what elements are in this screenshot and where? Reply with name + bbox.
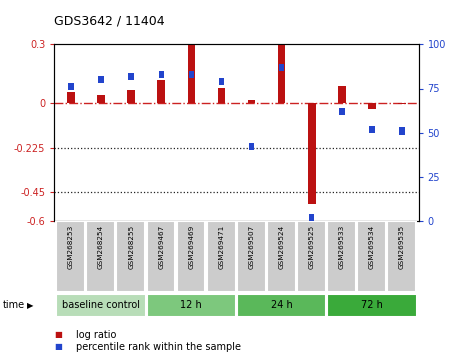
Bar	[116, 221, 145, 292]
Text: 12 h: 12 h	[181, 300, 202, 310]
Bar	[387, 221, 416, 292]
Bar	[158, 71, 164, 78]
Bar	[56, 294, 146, 317]
Text: GSM269534: GSM269534	[369, 225, 375, 269]
Text: 24 h: 24 h	[271, 300, 292, 310]
Bar	[237, 221, 266, 292]
Bar	[297, 221, 326, 292]
Text: GSM269467: GSM269467	[158, 225, 164, 269]
Bar	[207, 221, 236, 292]
Bar	[219, 78, 224, 85]
Bar	[218, 87, 225, 103]
Bar	[357, 221, 386, 292]
Text: GSM268255: GSM268255	[128, 225, 134, 269]
Bar	[308, 103, 315, 204]
Bar	[158, 80, 165, 103]
Text: GSM268253: GSM268253	[68, 225, 74, 269]
Text: GSM269471: GSM269471	[219, 225, 225, 269]
Bar	[237, 294, 326, 317]
Text: 72 h: 72 h	[361, 300, 383, 310]
Bar	[309, 214, 315, 221]
Text: ■: ■	[54, 330, 62, 339]
Bar	[129, 73, 134, 80]
Bar	[248, 100, 255, 103]
Text: GSM269535: GSM269535	[399, 225, 405, 269]
Bar	[189, 71, 194, 78]
Bar	[176, 221, 205, 292]
Bar	[267, 221, 296, 292]
Bar	[147, 294, 236, 317]
Text: log ratio: log ratio	[76, 330, 116, 339]
Bar	[327, 221, 356, 292]
Text: baseline control: baseline control	[62, 300, 140, 310]
Text: percentile rank within the sample: percentile rank within the sample	[76, 342, 241, 352]
Bar	[338, 86, 346, 103]
Text: GSM269524: GSM269524	[279, 225, 285, 269]
Bar	[98, 76, 104, 83]
Bar	[399, 127, 405, 135]
Text: GSM269525: GSM269525	[309, 225, 315, 269]
Bar	[86, 221, 115, 292]
Bar	[249, 143, 254, 150]
Bar	[147, 221, 175, 292]
Bar	[369, 126, 375, 133]
Bar	[188, 45, 195, 103]
Text: GSM268254: GSM268254	[98, 225, 104, 269]
Bar	[68, 83, 74, 90]
Text: GSM269469: GSM269469	[188, 225, 194, 269]
Bar	[97, 95, 105, 103]
Text: time: time	[2, 300, 25, 310]
Bar	[67, 92, 75, 103]
Text: GDS3642 / 11404: GDS3642 / 11404	[54, 14, 165, 27]
Text: GSM269533: GSM269533	[339, 225, 345, 269]
Text: ▶: ▶	[27, 301, 34, 310]
Bar	[339, 108, 344, 115]
Bar	[127, 91, 135, 103]
Bar	[279, 64, 284, 71]
Text: GSM269507: GSM269507	[248, 225, 254, 269]
Text: ■: ■	[54, 342, 62, 352]
Bar	[398, 103, 406, 104]
Bar	[56, 221, 85, 292]
Bar	[327, 294, 417, 317]
Bar	[368, 103, 376, 109]
Bar	[278, 45, 285, 103]
